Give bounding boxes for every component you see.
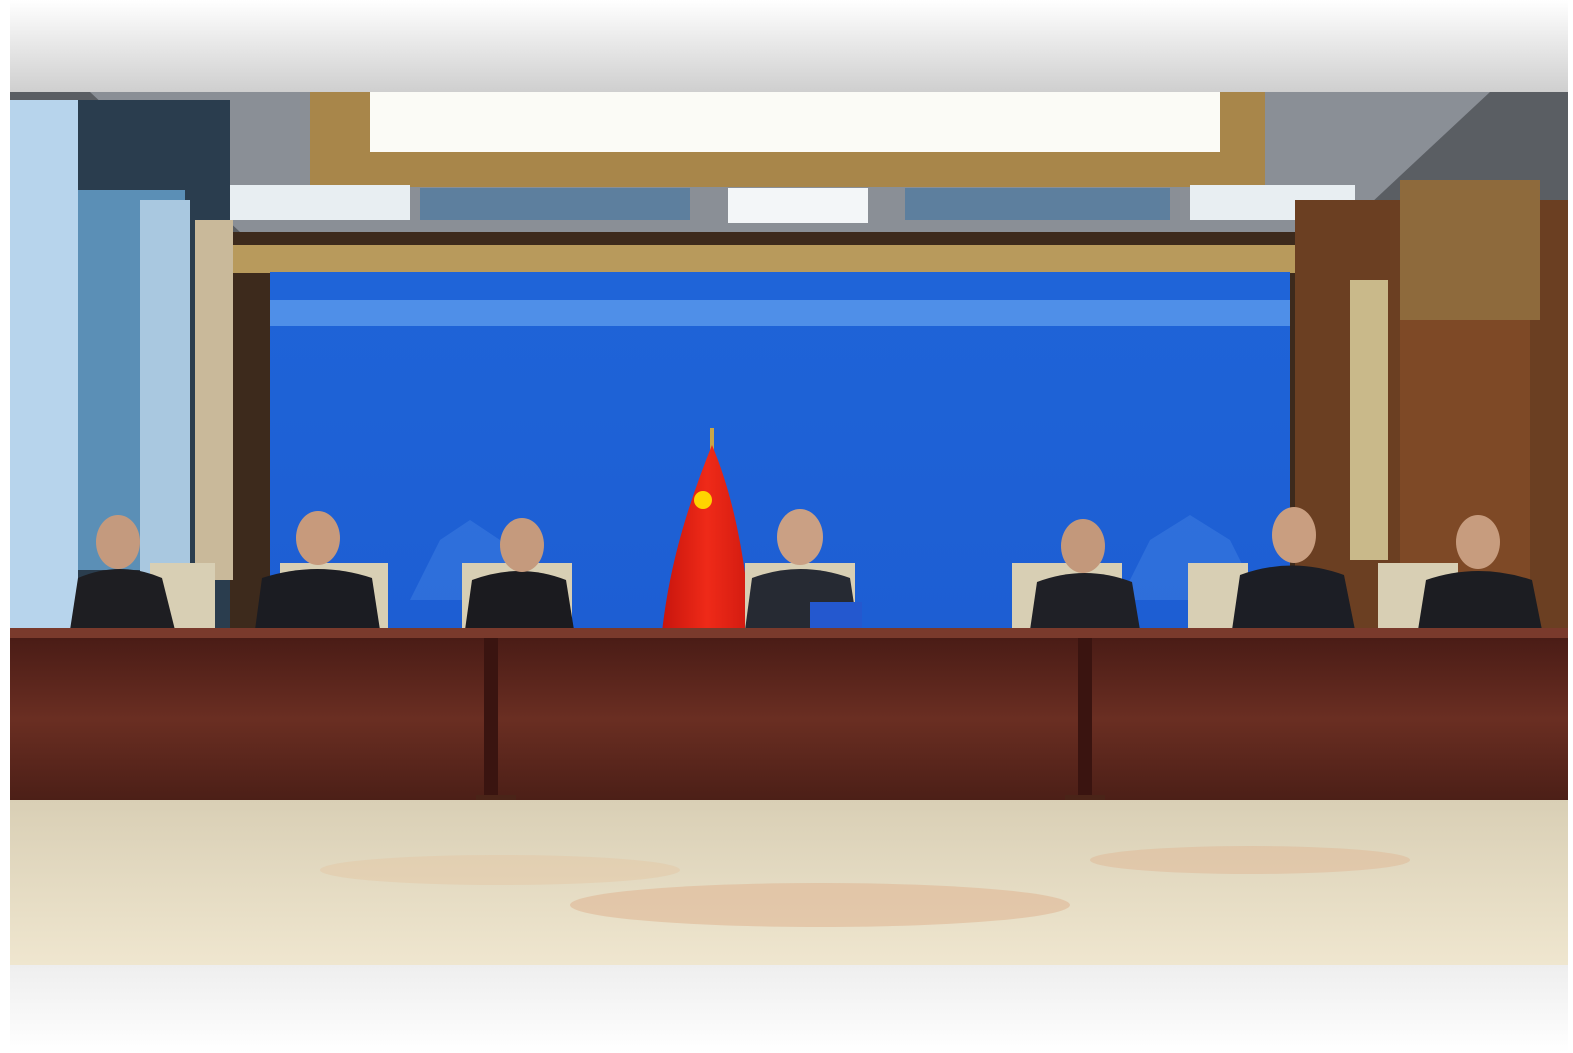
curtain xyxy=(195,220,233,580)
carpet-pattern xyxy=(1090,846,1410,874)
person-head xyxy=(777,509,823,565)
ceiling-panel xyxy=(420,188,690,220)
ceiling-light xyxy=(728,188,868,223)
person-head xyxy=(500,518,544,572)
table-front xyxy=(10,638,1568,800)
wood-panel xyxy=(1400,180,1540,320)
top-fade xyxy=(10,0,1568,92)
person-head xyxy=(1456,515,1500,569)
wood-inlay xyxy=(1350,280,1388,560)
table-seam xyxy=(1078,638,1092,800)
person-body xyxy=(465,571,574,630)
wall-trim xyxy=(230,245,1310,273)
nameplate xyxy=(810,602,862,630)
person-body xyxy=(1232,565,1355,630)
ceiling-light xyxy=(230,185,410,220)
flag-star xyxy=(694,491,712,509)
person-body xyxy=(70,569,175,630)
flag xyxy=(662,445,752,632)
carpet-pattern xyxy=(570,883,1070,927)
person-head xyxy=(1272,507,1316,563)
person-body xyxy=(255,569,380,630)
bottom-fade xyxy=(10,965,1568,1053)
person-head xyxy=(296,511,340,565)
carpet xyxy=(10,800,1568,965)
person-body xyxy=(1418,571,1542,630)
ceiling-light xyxy=(370,92,1220,152)
carpet-pattern xyxy=(320,855,680,885)
curtain xyxy=(10,100,78,630)
backdrop-stripe xyxy=(270,300,1290,326)
table-top xyxy=(10,628,1568,638)
people xyxy=(70,507,1542,630)
person-head xyxy=(1061,519,1105,573)
ceiling-panel xyxy=(905,188,1170,220)
person-head xyxy=(96,515,140,569)
person-body xyxy=(1030,573,1140,630)
curtain xyxy=(140,200,190,580)
table-seam xyxy=(484,638,498,800)
